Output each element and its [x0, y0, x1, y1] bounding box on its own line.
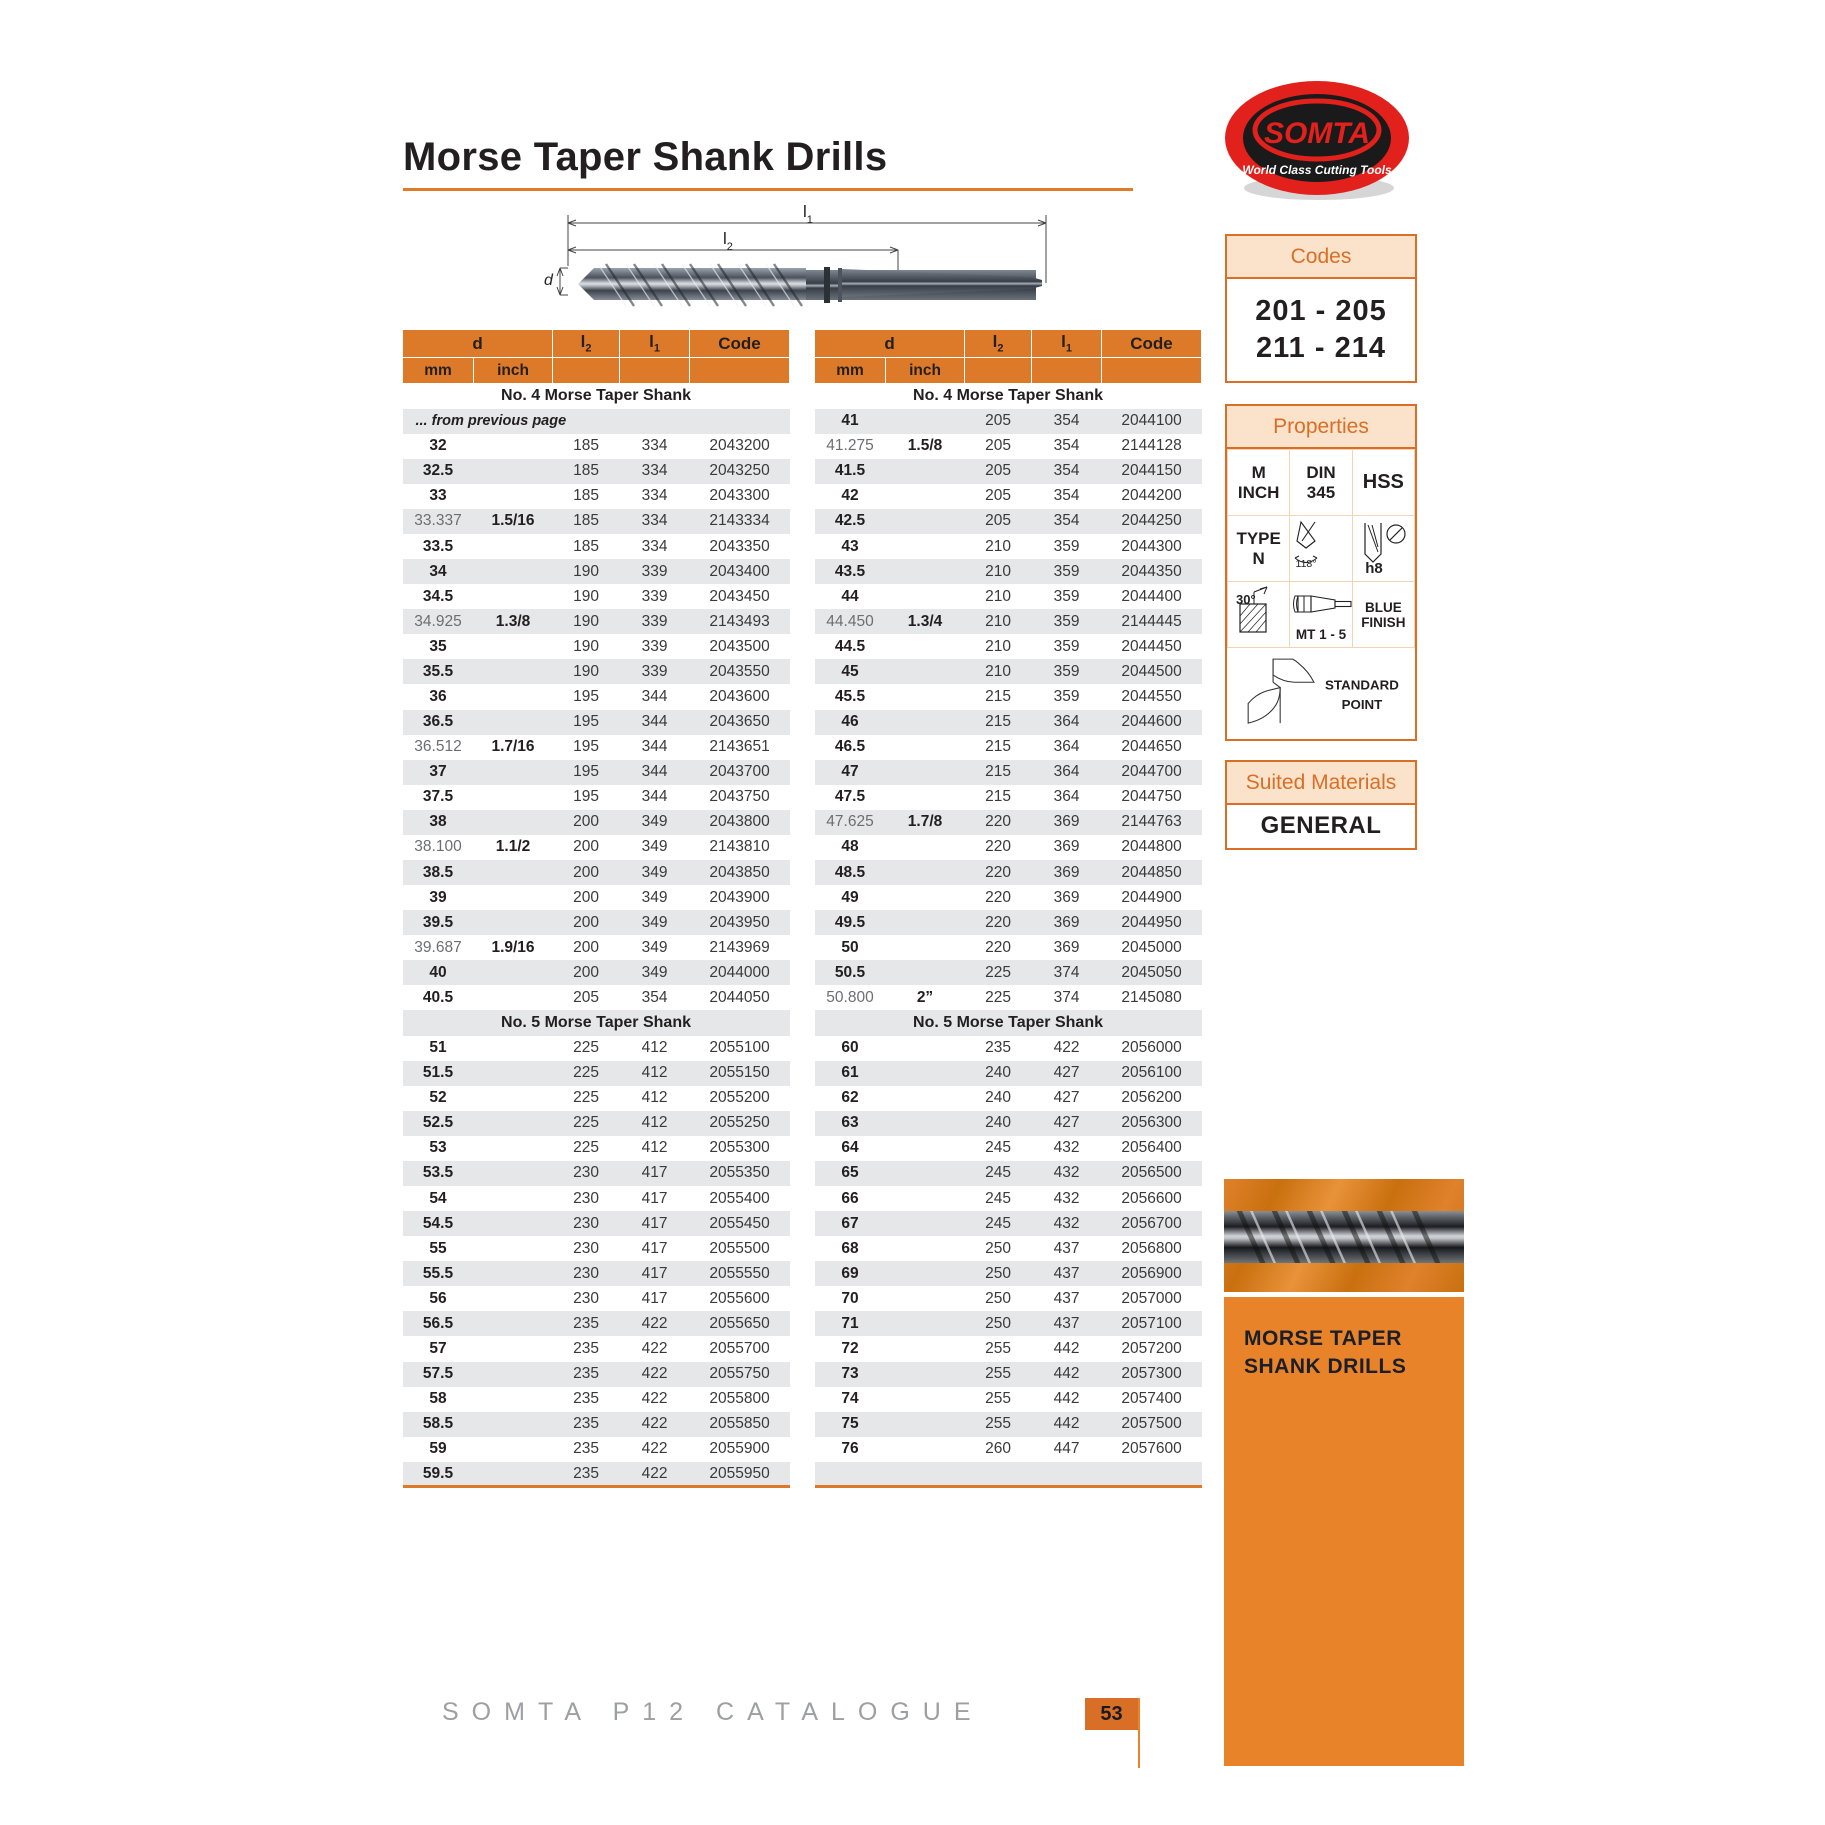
- svg-text:World Class Cutting Tools: World Class Cutting Tools: [1242, 163, 1392, 177]
- svg-text:h8: h8: [1366, 560, 1384, 577]
- svg-text:l2: l2: [723, 229, 733, 253]
- svg-text:STANDARD: STANDARD: [1325, 677, 1399, 692]
- svg-text:SOMTA: SOMTA: [1264, 117, 1370, 150]
- svg-text:d: d: [544, 272, 554, 289]
- svg-text:30°: 30°: [1236, 592, 1256, 607]
- svg-text:l1: l1: [803, 202, 813, 226]
- svg-text:118°: 118°: [1296, 558, 1317, 570]
- svg-text:POINT: POINT: [1341, 697, 1382, 712]
